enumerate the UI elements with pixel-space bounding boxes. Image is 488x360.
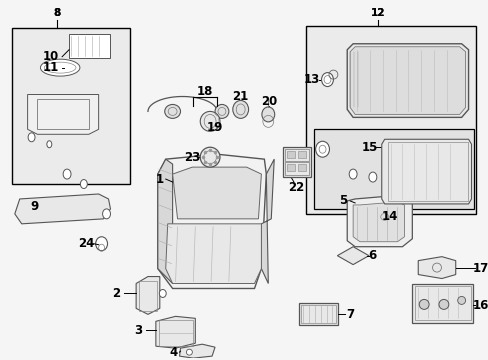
Polygon shape: [179, 344, 215, 358]
Ellipse shape: [262, 107, 274, 122]
Ellipse shape: [438, 300, 448, 309]
Bar: [12, 28, 130, 184]
Polygon shape: [165, 224, 261, 284]
Ellipse shape: [47, 141, 52, 148]
Polygon shape: [15, 194, 110, 224]
Bar: [313, 129, 473, 209]
Ellipse shape: [186, 349, 192, 355]
Ellipse shape: [348, 169, 356, 179]
Ellipse shape: [321, 73, 333, 86]
Text: 24: 24: [79, 237, 95, 250]
Bar: [286, 164, 294, 171]
Text: 18: 18: [197, 85, 213, 98]
Bar: [300, 305, 336, 323]
Text: 10: 10: [43, 50, 60, 63]
Bar: [387, 142, 467, 201]
Polygon shape: [417, 257, 455, 279]
Polygon shape: [346, 195, 411, 247]
Polygon shape: [349, 47, 465, 114]
Ellipse shape: [63, 169, 71, 179]
Ellipse shape: [232, 100, 248, 118]
Ellipse shape: [315, 141, 329, 157]
Polygon shape: [158, 159, 172, 284]
Ellipse shape: [418, 300, 428, 309]
Polygon shape: [158, 154, 266, 288]
Bar: [411, 284, 472, 323]
Ellipse shape: [28, 133, 35, 142]
Text: 8: 8: [54, 8, 61, 18]
Text: 11: 11: [43, 61, 60, 74]
Ellipse shape: [200, 147, 220, 167]
Bar: [159, 320, 193, 346]
Text: 9: 9: [30, 201, 39, 213]
Bar: [285, 149, 308, 161]
Text: 1: 1: [155, 172, 163, 185]
Ellipse shape: [200, 111, 220, 131]
Text: 12: 12: [370, 8, 384, 18]
Ellipse shape: [164, 104, 180, 118]
Polygon shape: [261, 159, 274, 284]
Polygon shape: [352, 202, 404, 242]
Text: 5: 5: [339, 194, 346, 207]
Bar: [283, 147, 310, 177]
Bar: [38, 99, 89, 129]
Polygon shape: [172, 167, 261, 219]
Bar: [414, 287, 469, 320]
Text: 17: 17: [471, 262, 488, 275]
Polygon shape: [136, 276, 160, 314]
Polygon shape: [27, 95, 99, 134]
Text: 13: 13: [303, 73, 319, 86]
Text: 14: 14: [381, 210, 397, 223]
Bar: [139, 280, 157, 311]
Ellipse shape: [457, 296, 465, 305]
Text: 2: 2: [112, 287, 120, 300]
Text: 6: 6: [367, 249, 375, 262]
Text: 4: 4: [169, 346, 177, 359]
Bar: [285, 162, 308, 175]
Ellipse shape: [41, 59, 80, 76]
Polygon shape: [156, 316, 195, 348]
Bar: [297, 151, 305, 158]
Ellipse shape: [102, 209, 110, 219]
Text: 8: 8: [54, 8, 61, 18]
Text: 15: 15: [361, 141, 377, 154]
Bar: [298, 303, 338, 325]
Text: 22: 22: [287, 180, 304, 194]
Text: 21: 21: [232, 90, 248, 103]
Polygon shape: [346, 44, 468, 117]
Ellipse shape: [159, 289, 166, 297]
Text: 16: 16: [471, 299, 488, 312]
Text: 19: 19: [206, 121, 223, 134]
Polygon shape: [337, 247, 368, 265]
Ellipse shape: [96, 237, 107, 251]
Ellipse shape: [368, 172, 376, 182]
Polygon shape: [381, 139, 470, 204]
Text: 23: 23: [184, 151, 200, 164]
Bar: [69, 34, 110, 58]
Text: 7: 7: [346, 308, 353, 321]
Text: 20: 20: [261, 95, 277, 108]
Bar: [305, 26, 475, 214]
Text: 12: 12: [370, 8, 384, 18]
Bar: [286, 151, 294, 158]
Bar: [297, 164, 305, 171]
Ellipse shape: [215, 104, 228, 118]
Text: 3: 3: [134, 324, 142, 337]
Ellipse shape: [80, 180, 87, 189]
